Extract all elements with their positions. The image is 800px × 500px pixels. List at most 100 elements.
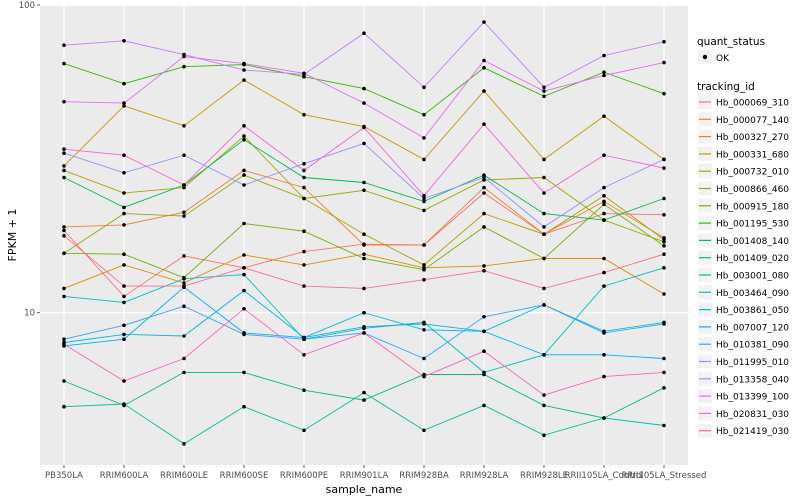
data-point bbox=[302, 175, 306, 180]
data-point bbox=[362, 390, 366, 395]
data-point bbox=[542, 303, 546, 307]
data-point bbox=[302, 196, 306, 201]
data-point bbox=[662, 386, 666, 390]
data-point bbox=[602, 202, 606, 207]
data-point bbox=[62, 225, 66, 229]
data-point bbox=[482, 329, 486, 334]
legend-label: Hb_010381_090 bbox=[716, 341, 789, 351]
data-point bbox=[482, 349, 486, 354]
data-point bbox=[602, 256, 606, 261]
data-point bbox=[242, 173, 246, 177]
data-point bbox=[302, 112, 306, 117]
data-point bbox=[542, 191, 546, 195]
data-point bbox=[182, 334, 186, 338]
data-point bbox=[482, 268, 486, 273]
data-point bbox=[542, 157, 546, 162]
data-point bbox=[482, 264, 486, 268]
data-point bbox=[362, 331, 366, 335]
legend-label: Hb_001408_140 bbox=[716, 237, 789, 247]
data-point bbox=[242, 168, 246, 173]
data-point bbox=[122, 223, 126, 227]
legend-status-label: OK bbox=[716, 54, 730, 64]
data-point bbox=[242, 68, 246, 72]
data-point bbox=[542, 225, 546, 229]
x-axis: PB350LA RRIM600LA RRIM600LE RRIM600SE RRIM60… bbox=[45, 465, 706, 481]
data-point bbox=[662, 322, 666, 326]
data-point bbox=[602, 153, 606, 157]
data-point bbox=[122, 300, 126, 305]
data-point bbox=[302, 185, 306, 190]
data-point bbox=[182, 214, 186, 218]
data-point bbox=[182, 185, 186, 190]
x-tick-label: RRIM600LE bbox=[160, 471, 208, 481]
data-point bbox=[362, 125, 366, 130]
data-point bbox=[662, 252, 666, 256]
data-point bbox=[242, 78, 246, 82]
data-point bbox=[602, 416, 606, 420]
data-point bbox=[122, 379, 126, 383]
data-point bbox=[122, 153, 126, 157]
legend-label: Hb_021419_030 bbox=[716, 427, 789, 437]
x-tick-label: PB350LA bbox=[45, 471, 83, 481]
data-point bbox=[182, 281, 186, 285]
data-point bbox=[662, 292, 666, 296]
data-point bbox=[662, 39, 666, 44]
data-point bbox=[62, 61, 66, 66]
data-point bbox=[182, 124, 186, 128]
data-point bbox=[482, 175, 486, 180]
legend-label: Hb_003464_090 bbox=[716, 289, 789, 299]
legend-label: Hb_003861_050 bbox=[716, 306, 789, 316]
data-point bbox=[602, 185, 606, 190]
data-point bbox=[242, 61, 246, 66]
data-point bbox=[242, 134, 246, 138]
data-point bbox=[422, 193, 426, 198]
legend-label: Hb_000069_310 bbox=[716, 99, 789, 109]
data-point bbox=[542, 286, 546, 291]
data-point bbox=[602, 114, 606, 118]
legend-label: Hb_000327_270 bbox=[716, 133, 789, 143]
data-point bbox=[422, 199, 426, 204]
data-point bbox=[302, 263, 306, 267]
y-axis-title: FPKM + 1 bbox=[6, 209, 19, 262]
data-point bbox=[62, 342, 66, 347]
data-point bbox=[242, 404, 246, 409]
data-point bbox=[422, 322, 426, 326]
y-axis: 10 100 bbox=[19, 1, 40, 319]
data-point bbox=[362, 180, 366, 185]
x-tick-label: RRIM928LE bbox=[520, 471, 568, 481]
data-point bbox=[122, 191, 126, 195]
legend-tracking-title: tracking_id bbox=[697, 81, 755, 93]
data-point bbox=[602, 218, 606, 222]
data-point bbox=[422, 85, 426, 90]
data-point bbox=[602, 199, 606, 204]
data-point bbox=[422, 428, 426, 433]
data-point bbox=[422, 208, 426, 213]
data-point bbox=[182, 64, 186, 69]
legend-label: Hb_007007_120 bbox=[716, 323, 789, 333]
data-point bbox=[122, 81, 126, 86]
data-point bbox=[542, 211, 546, 216]
data-point bbox=[62, 379, 66, 383]
data-point bbox=[602, 73, 606, 78]
data-point bbox=[482, 403, 486, 408]
data-point bbox=[62, 147, 66, 151]
data-point bbox=[362, 398, 366, 402]
data-point bbox=[662, 157, 666, 162]
data-point bbox=[62, 286, 66, 291]
data-point bbox=[242, 183, 246, 187]
data-point bbox=[542, 175, 546, 180]
data-point bbox=[602, 353, 606, 357]
data-point bbox=[182, 276, 186, 281]
data-point bbox=[62, 233, 66, 238]
data-point bbox=[362, 310, 366, 315]
data-point bbox=[362, 252, 366, 256]
data-point bbox=[302, 388, 306, 393]
data-point bbox=[602, 374, 606, 379]
data-point bbox=[182, 304, 186, 309]
data-point bbox=[482, 185, 486, 190]
data-point bbox=[662, 91, 666, 96]
x-tick-label: RRIM928LA bbox=[460, 471, 509, 481]
legend-label: Hb_011995_010 bbox=[716, 358, 789, 368]
data-point bbox=[62, 168, 66, 173]
data-point bbox=[182, 356, 186, 361]
